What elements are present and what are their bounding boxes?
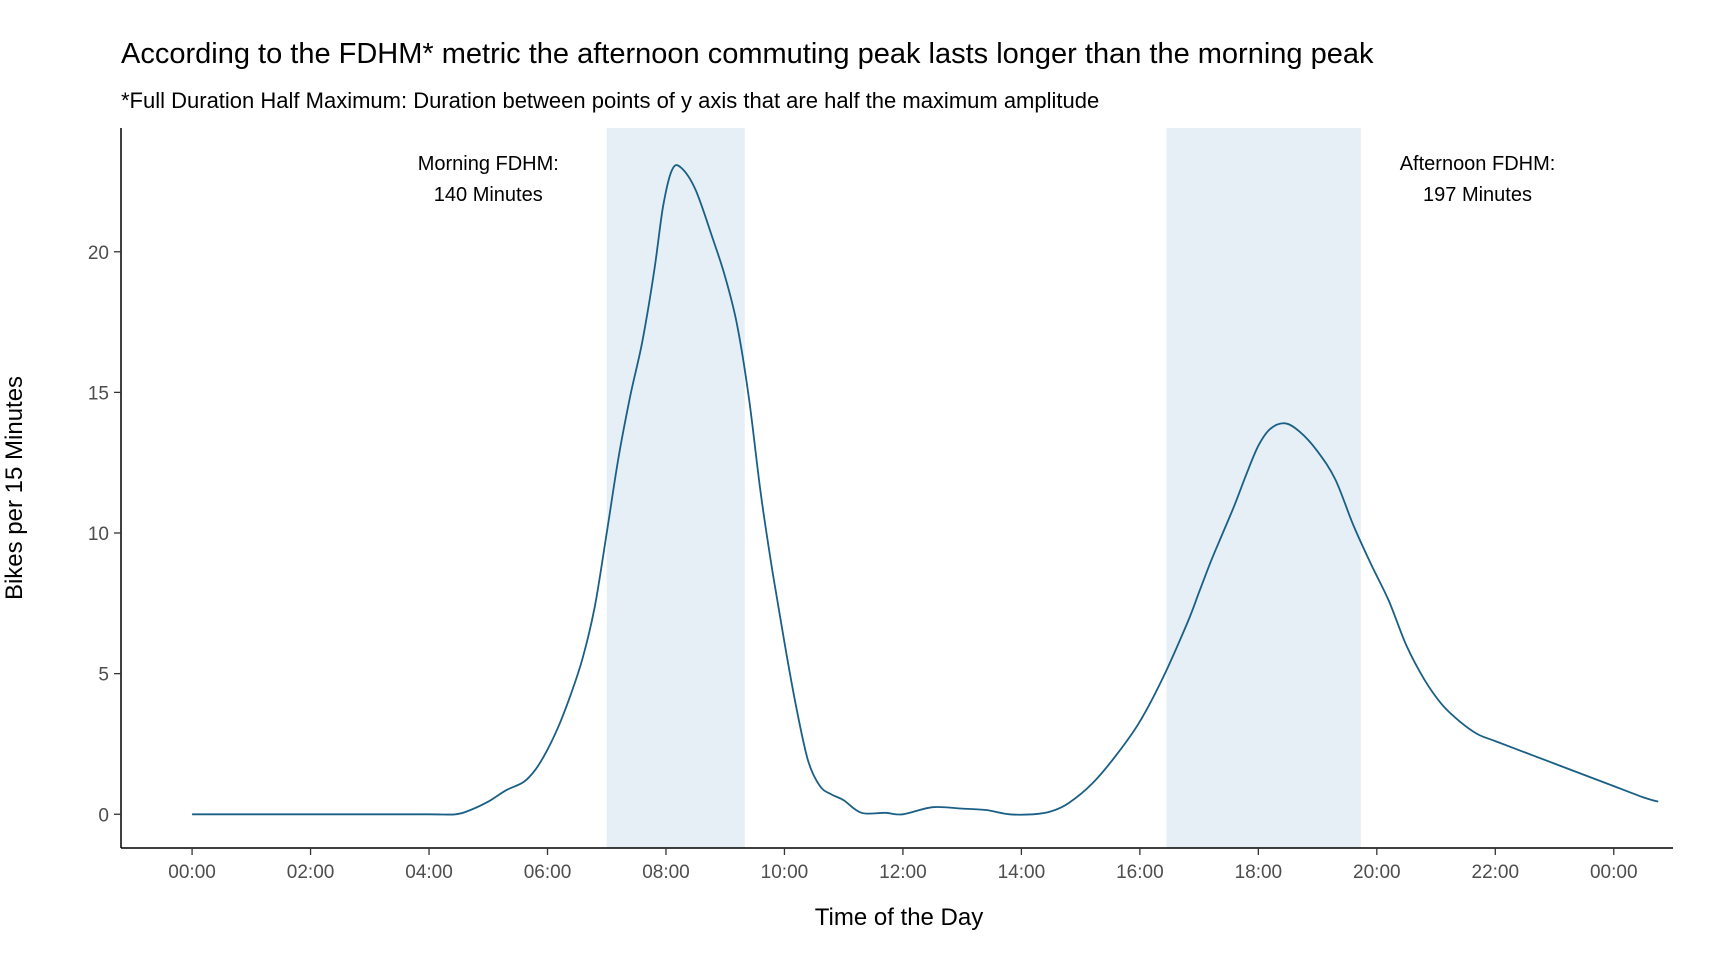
x-tick-label-2: 04:00 bbox=[405, 862, 453, 883]
y-axis-title: Bikes per 15 Minutes bbox=[1, 376, 28, 600]
x-tick-label-5: 10:00 bbox=[761, 862, 809, 883]
x-tick-label-3: 06:00 bbox=[524, 862, 572, 883]
y-tick-label-2: 10 bbox=[88, 524, 109, 545]
fdhm-annotation-label-0: Morning FDHM: bbox=[418, 153, 559, 175]
x-tick-label-1: 02:00 bbox=[287, 862, 335, 883]
fdhm-annotation-label-1: Afternoon FDHM: bbox=[1400, 153, 1556, 175]
x-tick-label-8: 16:00 bbox=[1116, 862, 1164, 883]
y-tick-label-3: 15 bbox=[88, 383, 109, 404]
y-axis-ticks: 0 5 10 15 20 bbox=[88, 243, 121, 826]
fdhm-annotations: Morning FDHM: 140 Minutes Afternoon FDHM: 1… bbox=[418, 153, 1556, 206]
axes bbox=[120, 128, 1673, 849]
x-tick-label-6: 12:00 bbox=[879, 862, 927, 883]
y-tick-label-1: 5 bbox=[98, 665, 109, 686]
chart-subtitle: *Full Duration Half Maximum: Duration be… bbox=[121, 88, 1099, 113]
x-tick-label-7: 14:00 bbox=[998, 862, 1046, 883]
x-tick-label-10: 20:00 bbox=[1353, 862, 1401, 883]
fdhm-annotation-value-0: 140 Minutes bbox=[434, 184, 543, 206]
fdhm-bands bbox=[606, 128, 1361, 848]
x-tick-label-9: 18:00 bbox=[1235, 862, 1283, 883]
x-tick-label-12: 00:00 bbox=[1590, 862, 1638, 883]
x-axis-title: Time of the Day bbox=[815, 904, 984, 931]
fdhm-band-1 bbox=[1166, 128, 1361, 848]
series-line-0 bbox=[192, 164, 1659, 816]
x-axis-ticks: 00:00 02:00 04:00 06:00 08:00 10:00 12:00 14:00… bbox=[168, 848, 1638, 883]
series-line-layer bbox=[192, 164, 1659, 816]
y-tick-label-0: 0 bbox=[98, 805, 109, 826]
x-tick-label-0: 00:00 bbox=[168, 862, 216, 883]
y-tick-label-4: 20 bbox=[88, 243, 109, 264]
fdhm-band-0 bbox=[606, 128, 745, 848]
x-tick-label-4: 08:00 bbox=[642, 862, 690, 883]
chart-title: According to the FDHM* metric the aftern… bbox=[121, 38, 1374, 70]
fdhm-annotation-value-1: 197 Minutes bbox=[1423, 184, 1532, 206]
x-tick-label-11: 22:00 bbox=[1472, 862, 1520, 883]
